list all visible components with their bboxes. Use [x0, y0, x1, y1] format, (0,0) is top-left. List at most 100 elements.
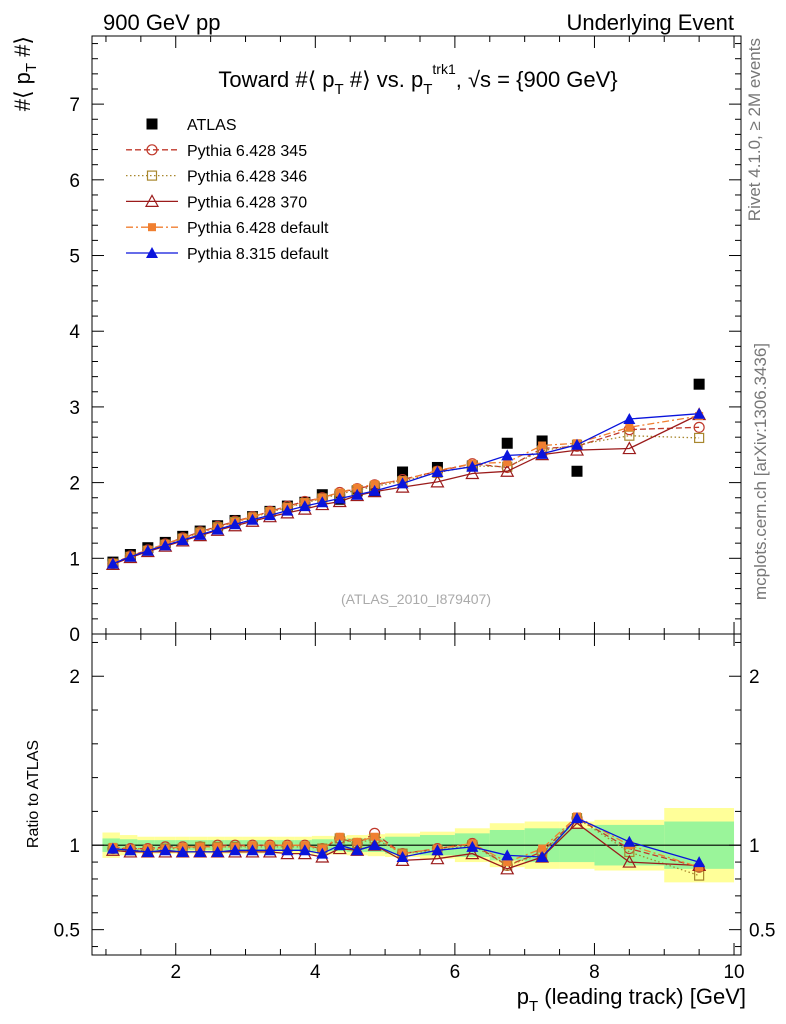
- data-point-p8: [396, 477, 409, 489]
- ratio-y-tick-label-right: 2: [749, 667, 760, 688]
- data-point-atlas: [397, 466, 409, 478]
- legend-marker-p8: [146, 247, 158, 258]
- data-point-p8: [211, 523, 224, 535]
- legend: ATLAS Pythia 6.428 345 Pythia 6.428 346 Pyt…: [126, 117, 329, 263]
- data-point-p8: [316, 847, 329, 859]
- data-point-p370: [465, 466, 480, 480]
- data-point-p8: [501, 849, 514, 861]
- data-point-atlas: [536, 435, 548, 447]
- data-point-p8: [141, 544, 154, 556]
- data-point-p8: [281, 844, 294, 856]
- data-point-p8: [194, 845, 207, 857]
- data-point-p6def: [335, 832, 344, 841]
- data-point-p6def: [335, 488, 344, 497]
- data-point-p8: [316, 496, 329, 508]
- series-line-p346: [112, 817, 700, 877]
- main-title: Toward #⟨ pT #⟩ vs. pTtrk1, √s = {900 Ge…: [218, 61, 617, 98]
- ratio-y-tick-label-right: 1: [749, 836, 760, 857]
- y-tick-label: 3: [69, 398, 80, 419]
- data-point-p8: [176, 845, 189, 857]
- data-point-p8: [106, 842, 119, 854]
- data-point-p8: [263, 509, 276, 521]
- data-point-p8: [571, 438, 584, 450]
- data-point-p8: [333, 839, 346, 851]
- legend-marker-p6def: [148, 223, 156, 232]
- header-right: Underlying Event: [566, 10, 734, 35]
- series-line-p345: [112, 426, 700, 565]
- data-point-p8: [571, 812, 584, 824]
- data-point-p8: [263, 844, 276, 856]
- data-point-p370: [622, 441, 637, 455]
- x-tick-label: 10: [723, 962, 744, 983]
- data-point-atlas: [501, 437, 513, 449]
- data-point-p370: [430, 474, 445, 488]
- x-tick-label: 8: [589, 962, 600, 983]
- data-point-p8: [246, 844, 259, 856]
- ratio-y-tick-label-right: 0.5: [749, 921, 775, 942]
- data-point-p370: [430, 851, 445, 865]
- ratio-y-tick-label-left: 0.5: [54, 921, 80, 942]
- data-point-p8: [351, 844, 364, 856]
- data-point-p8: [623, 835, 636, 847]
- header-left: 900 GeV pp: [103, 10, 220, 35]
- x-tick-label: 6: [450, 962, 461, 983]
- data-point-p8: [194, 528, 207, 540]
- data-point-p8: [431, 466, 444, 478]
- ratio-panel-frame: [91, 633, 742, 956]
- data-point-p8: [396, 851, 409, 863]
- data-point-p8: [281, 504, 294, 516]
- data-point-atlas: [571, 465, 583, 477]
- data-point-p8: [229, 844, 242, 856]
- data-point-p8: [159, 844, 172, 856]
- ratio-y-tick-label-left: 1: [69, 836, 80, 857]
- data-point-p6def: [503, 858, 512, 867]
- mcplots-url-label: mcplots.cern.ch [arXiv:1306.3436]: [751, 343, 770, 600]
- x-tick-label: 2: [170, 962, 181, 983]
- main-panel: 0 1 2 3 4 5 6 7: [69, 35, 742, 646]
- series-p8: [106, 812, 706, 868]
- data-point-p8: [466, 460, 479, 472]
- ratio-y-tick-label-left: 2: [69, 667, 80, 688]
- series-p6def: [108, 411, 704, 567]
- data-point-p370: [465, 846, 480, 860]
- data-point-p8: [536, 447, 549, 459]
- data-point-p8: [693, 407, 706, 419]
- data-point-p6def: [353, 483, 362, 492]
- data-point-p8: [536, 851, 549, 863]
- data-point-p6def: [538, 441, 547, 450]
- legend-marker-p370: [144, 194, 160, 207]
- y-tick-label: 4: [69, 322, 80, 343]
- y-tick-label: 5: [69, 247, 80, 268]
- x-tick-label: 4: [310, 962, 321, 983]
- series-line-p6def: [112, 815, 700, 868]
- legend-label-p6def: Pythia 6.428 default: [187, 220, 329, 237]
- data-point-p6def: [503, 458, 512, 467]
- data-point-p6def: [538, 844, 547, 853]
- y-tick-label: 1: [69, 549, 80, 570]
- rivet-version-label: Rivet 4.1.0, ≥ 2M events: [745, 38, 764, 221]
- series-p370: [105, 407, 707, 570]
- data-point-p8: [141, 845, 154, 857]
- data-point-p6def: [370, 480, 379, 489]
- legend-marker-atlas: [146, 118, 158, 130]
- data-point-p8: [229, 518, 242, 530]
- data-point-p8: [333, 492, 346, 504]
- legend-label-p370: Pythia 6.428 370: [187, 194, 307, 211]
- data-point-p8: [351, 488, 364, 500]
- data-point-p8: [466, 840, 479, 852]
- ratio-y-axis-title: Ratio to ATLAS: [25, 740, 42, 848]
- y-tick-label: 6: [69, 171, 80, 192]
- data-point-p8: [211, 845, 224, 857]
- analysis-id-watermark: (ATLAS_2010_I879407): [341, 591, 491, 607]
- y-tick-label: 2: [69, 474, 80, 495]
- data-point-p346: [624, 430, 635, 441]
- series-p8: [106, 407, 706, 569]
- data-point-p6def: [695, 863, 704, 872]
- data-point-p8: [106, 557, 119, 569]
- data-point-p8: [298, 844, 311, 856]
- data-point-p370: [500, 861, 515, 875]
- series-line-p370: [112, 413, 700, 566]
- y-tick-label: 7: [69, 95, 80, 116]
- data-point-p8: [246, 513, 259, 525]
- legend-label-atlas: ATLAS: [187, 117, 237, 134]
